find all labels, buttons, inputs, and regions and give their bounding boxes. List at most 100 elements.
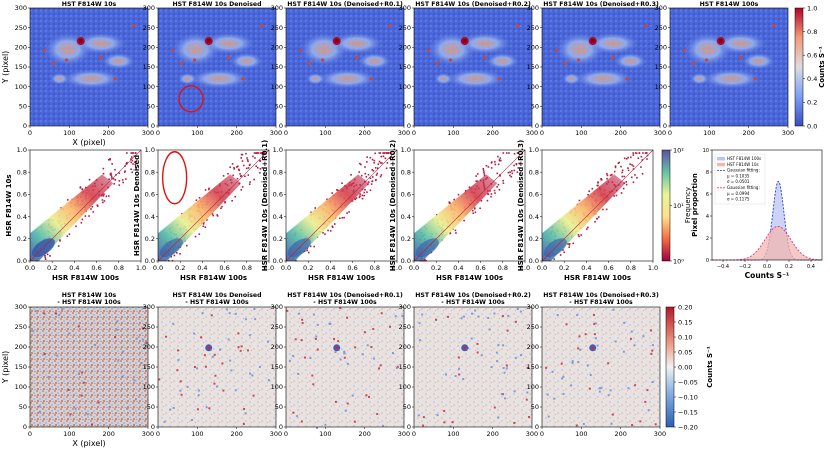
y-tick-label: 0.0 bbox=[401, 257, 411, 265]
scatter-point bbox=[617, 162, 620, 165]
scatter-point bbox=[389, 152, 392, 154]
residual-speckle bbox=[551, 370, 554, 373]
scatter-point bbox=[497, 183, 500, 186]
scatter-point bbox=[518, 162, 521, 165]
scatter-point bbox=[480, 200, 483, 202]
bright-core-center bbox=[78, 39, 83, 44]
y-tick-label: 250 bbox=[15, 24, 27, 32]
y-tick-label: 0.2 bbox=[401, 235, 411, 243]
scatter-point bbox=[448, 201, 451, 203]
scatter-point bbox=[310, 211, 312, 214]
scatter-point bbox=[245, 167, 248, 170]
scatter-point bbox=[482, 167, 485, 170]
y-tick-label: 100 bbox=[399, 383, 411, 391]
scatter-point bbox=[587, 226, 589, 229]
scatter-point bbox=[374, 167, 377, 169]
residual-speckle bbox=[142, 338, 145, 341]
x-tick-label: 0.2 bbox=[303, 264, 313, 272]
residual-speckle bbox=[462, 315, 465, 318]
scatter-point bbox=[366, 191, 368, 193]
residual-speckle bbox=[570, 384, 573, 387]
y-tick-label: 0.0 bbox=[145, 257, 155, 265]
y-axis-label: HSR F814W 10s (Denoised+R0.2) bbox=[389, 140, 397, 271]
scatter-point bbox=[85, 186, 87, 189]
y-tick-label: 0.2 bbox=[17, 235, 27, 243]
x-tick-label: 0.8 bbox=[626, 264, 636, 272]
scatter-point bbox=[641, 172, 644, 175]
scatter-point bbox=[489, 190, 491, 192]
residual-speckle bbox=[500, 393, 503, 396]
scatter-point bbox=[487, 166, 490, 168]
x-tick-label: 0 bbox=[28, 129, 32, 137]
y-tick-label: 50 bbox=[19, 103, 27, 111]
y-tick-label: 300 bbox=[655, 4, 667, 12]
scatter-point bbox=[606, 173, 608, 175]
residual-image bbox=[30, 307, 148, 427]
galaxy-emission bbox=[357, 52, 392, 70]
scatter-point bbox=[422, 259, 425, 262]
residual-speckle bbox=[230, 369, 233, 372]
y-tick-label: 0 bbox=[535, 122, 539, 130]
residual-speckle bbox=[495, 351, 498, 354]
scatter-point bbox=[623, 157, 626, 160]
colorbar-tick-label: 0.00 bbox=[678, 363, 692, 371]
residual-speckle bbox=[77, 325, 80, 328]
scatter-point bbox=[233, 168, 236, 170]
scatter-point bbox=[170, 255, 173, 258]
star-source bbox=[64, 58, 69, 62]
panel-title-line2: - HST F814W 100s bbox=[569, 299, 633, 306]
residual-speckle bbox=[639, 420, 642, 423]
x-tick-label: 100 bbox=[703, 129, 715, 137]
residual-speckle bbox=[516, 307, 519, 310]
residual-speckle bbox=[553, 397, 556, 400]
scatter-point bbox=[204, 226, 207, 229]
residual-speckle bbox=[94, 343, 97, 346]
y-tick-label: 150 bbox=[655, 63, 667, 71]
residual-speckle bbox=[213, 382, 216, 385]
residual-speckle bbox=[204, 365, 207, 368]
residual-speckle bbox=[38, 405, 41, 408]
scatter-point bbox=[625, 157, 628, 160]
scatter-point bbox=[247, 167, 250, 169]
residual-speckle bbox=[462, 377, 465, 380]
x-axis-label: HSR F814W 100s bbox=[436, 274, 503, 282]
y-tick-label: 1.0 bbox=[17, 146, 27, 154]
residual-speckle bbox=[644, 400, 647, 403]
scatter-point bbox=[630, 176, 633, 179]
x-axis-label: X (pixel) bbox=[72, 138, 105, 147]
x-tick-label: 100 bbox=[63, 430, 75, 438]
residual-image bbox=[158, 307, 276, 427]
x-tick-label: 1.0 bbox=[648, 264, 658, 272]
scatter-point bbox=[295, 259, 297, 262]
galaxy-emission bbox=[317, 69, 377, 89]
y-tick-label: 300 bbox=[527, 4, 539, 12]
colorbar-tick-label: 10⁰ bbox=[673, 257, 684, 265]
scatter-point bbox=[261, 152, 264, 154]
y-tick-label: 0 bbox=[407, 423, 411, 431]
residual-speckle bbox=[135, 337, 138, 340]
scatter-point bbox=[103, 193, 105, 195]
y-tick-label: 0.4 bbox=[529, 213, 539, 221]
residual-speckle bbox=[200, 336, 203, 339]
scatter-point bbox=[331, 226, 334, 229]
galaxy-emission bbox=[229, 52, 264, 70]
axes-frame bbox=[285, 149, 398, 262]
scatter-point bbox=[376, 172, 379, 175]
residual-speckle bbox=[297, 372, 300, 375]
scatter-point bbox=[253, 152, 256, 154]
residual-speckle bbox=[237, 332, 240, 335]
residual-speckle bbox=[176, 369, 179, 372]
scatter-point bbox=[634, 174, 636, 176]
scatter-point bbox=[483, 173, 486, 175]
y-tick-label: 100 bbox=[527, 383, 539, 391]
x-tick-label: 0 bbox=[28, 430, 32, 438]
scatter-point bbox=[229, 166, 232, 169]
residual-speckle bbox=[253, 308, 256, 311]
scatter-point bbox=[341, 217, 344, 219]
y-tick-label: 100 bbox=[15, 83, 27, 91]
scatter-point bbox=[645, 152, 648, 154]
residual-speckle bbox=[242, 423, 245, 426]
star-source bbox=[180, 61, 184, 66]
legend-entry: μ = 0.1035 bbox=[727, 173, 750, 178]
residual-speckle bbox=[196, 408, 199, 411]
